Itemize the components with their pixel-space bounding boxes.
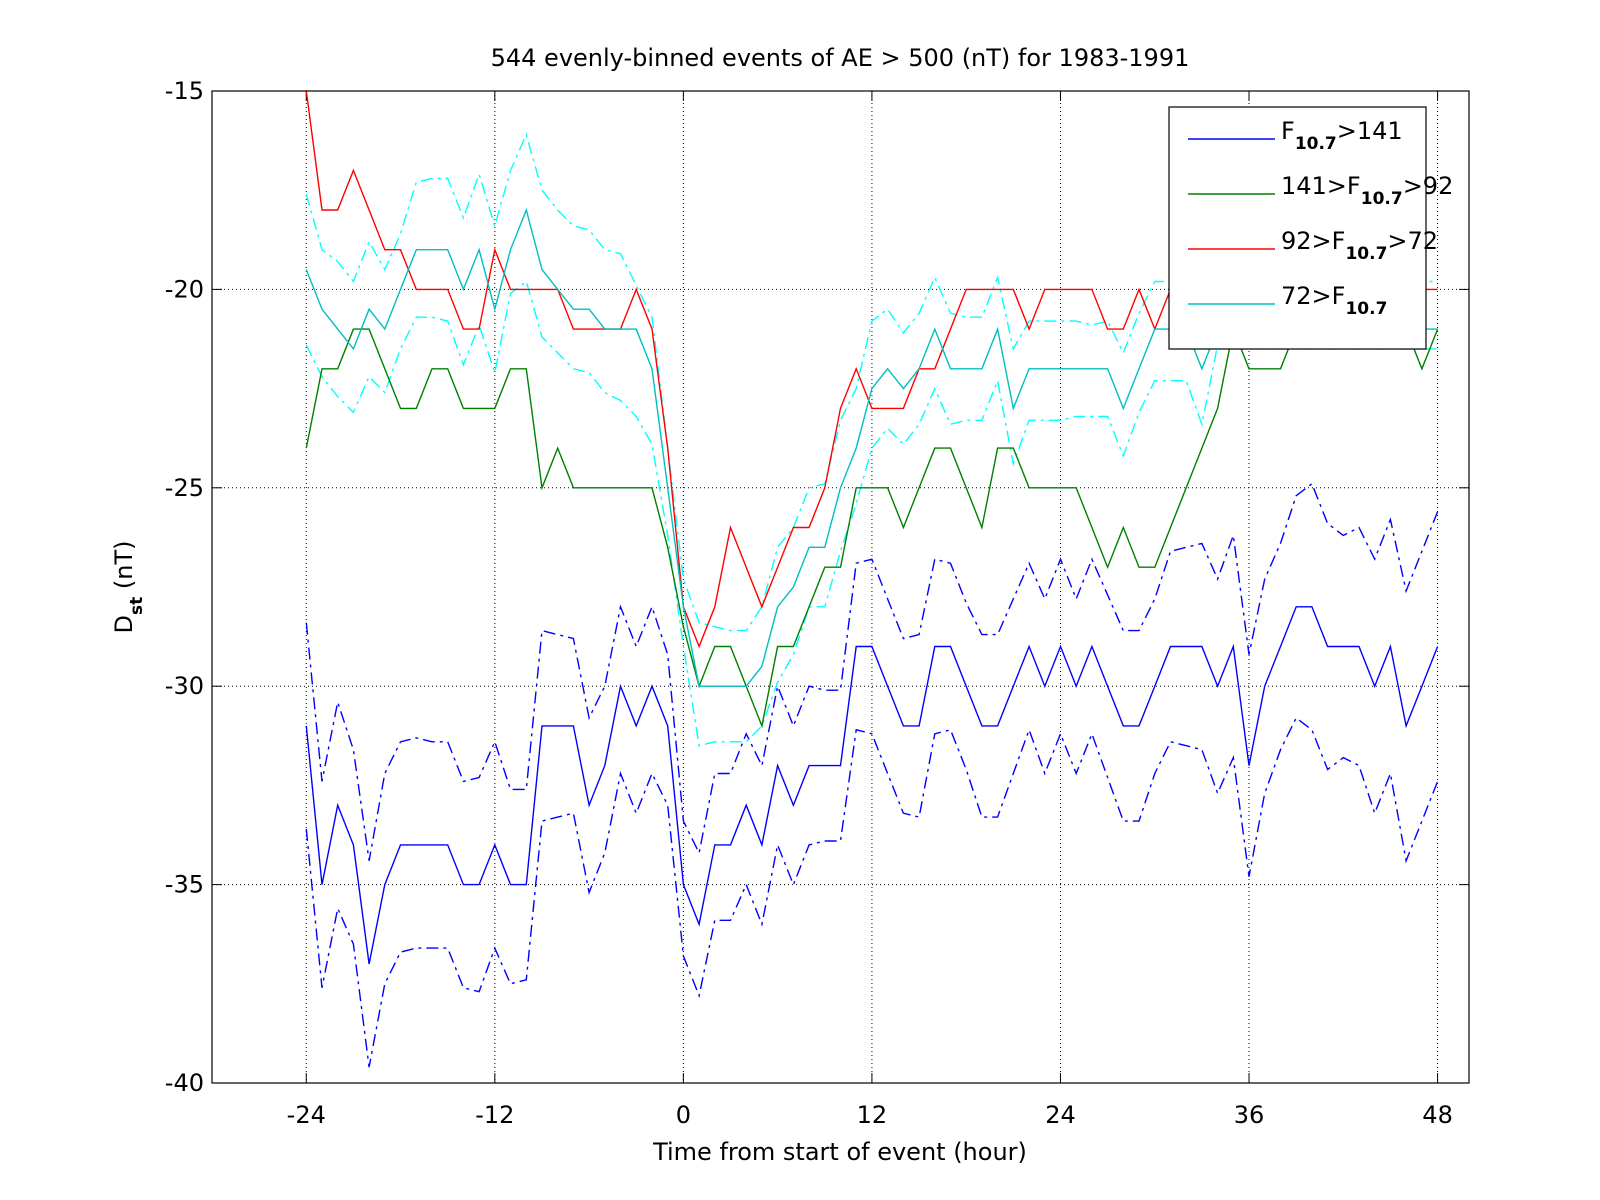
legend-label-part: >141 [1337,117,1403,145]
x-tick-label: 24 [1045,1101,1076,1129]
axes-box [211,90,1470,1084]
legend-label: F10.7>141 [1281,117,1403,154]
x-axis-label: Time from start of event (hour) [652,1138,1027,1166]
band-lower [305,716,1439,1068]
y-axis-label: Dst (nT) [110,541,147,634]
legend-box [1168,106,1427,350]
x-tick-label: 0 [676,1101,691,1129]
y-tick-label: -15 [165,77,204,105]
series-line [305,288,1439,729]
chart-title: 544 evenly-binned events of AE > 500 (nT… [491,44,1190,72]
legend-label-part: 92>F [1281,227,1345,255]
y-tick-label: -25 [165,474,204,502]
legend-label-part: >92 [1403,172,1454,200]
x-tick-label: 12 [857,1101,888,1129]
legend-label-part: 141>F [1281,172,1361,200]
x-tick-label: 36 [1234,1101,1265,1129]
y-axis-label-part: (nT) [110,541,138,597]
x-tick-label: -24 [287,1101,326,1129]
y-tick-label: -30 [165,672,204,700]
y-tick-label: -20 [165,275,204,303]
legend-label-part: 10.7 [1345,244,1387,264]
legend-label: 72>F10.7 [1281,282,1387,319]
legend-label: 92>F10.7>72 [1281,227,1438,264]
legend-label-part: 10.7 [1295,134,1337,154]
legend-label-part: 10.7 [1345,299,1387,319]
legend-label-part: F [1281,117,1295,145]
y-tick-label: -40 [165,1069,204,1097]
band-upper [305,482,1439,861]
y-axis-label-part: D [110,615,138,633]
x-tick-label: 48 [1422,1101,1453,1129]
legend-label-part: >72 [1387,227,1438,255]
y-tick-label: -35 [165,871,204,899]
legend-label-part: 10.7 [1361,189,1403,209]
series-line [305,606,1439,965]
x-tick-label: -12 [475,1101,514,1129]
legend-label: 141>F10.7>92 [1281,172,1453,209]
legend-label-part: 72>F [1281,282,1345,310]
y-axis-label-part: st [127,597,147,615]
